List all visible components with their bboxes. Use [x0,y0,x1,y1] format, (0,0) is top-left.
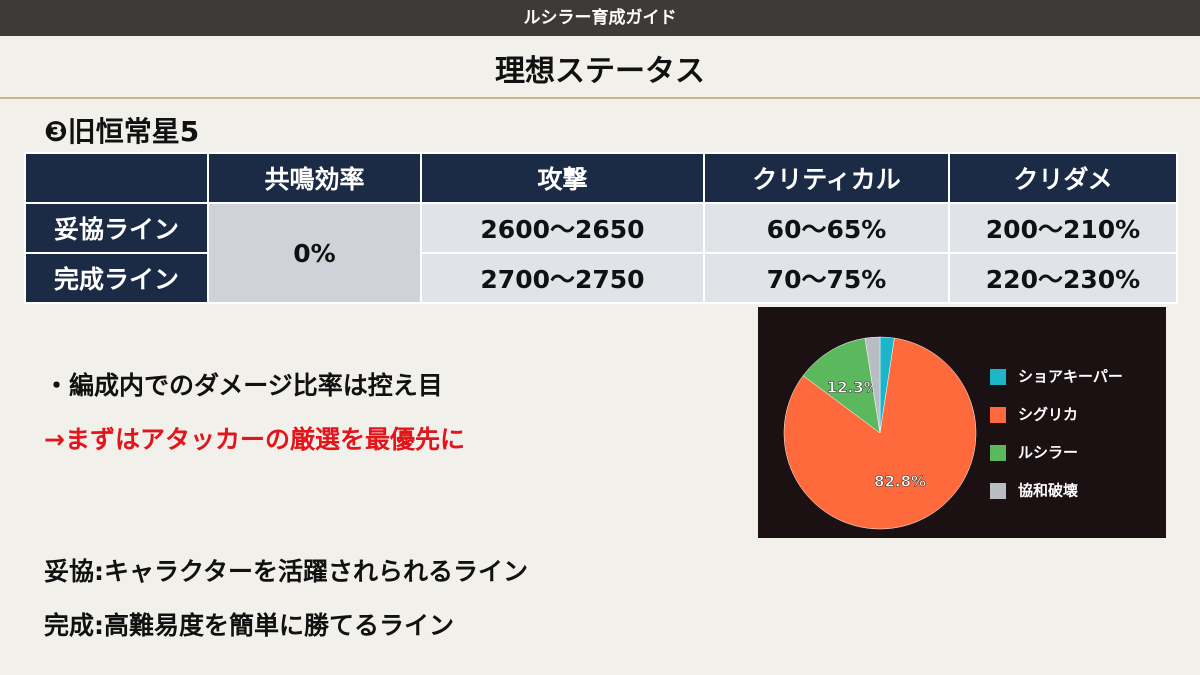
cell: 200～210% [948,202,1178,254]
status-table: 共鳴効率 攻撃 クリティカル クリダメ 妥協ライン 0% 2600～2650 6… [24,152,1178,304]
pie-slice [864,336,881,434]
cell: 2700～2750 [420,252,705,304]
banner: ルシラー育成ガイド [0,0,1200,36]
definition: 妥協:キャラクターを活躍されられるライン [44,557,528,586]
pie-slice [783,337,977,530]
legend-label: ルシラー [1018,444,1078,462]
cell: 60～65% [703,202,950,254]
legend-swatch [990,483,1006,499]
legend-label: ショアキーパー [1018,368,1123,386]
page-title: 理想ステータス [495,54,705,89]
legend-swatch [990,407,1006,423]
definition: 完成:高難易度を簡単に勝てるライン [44,611,454,640]
legend-label: シグリカ [1018,406,1078,424]
row-label: 完成ライン [24,252,209,304]
value-label: 82.8% [874,472,926,490]
divider [0,97,1200,99]
legend-label: 協和破壊 [1018,482,1078,500]
corner-cell [24,152,209,204]
column-header: 共鳴効率 [207,152,422,204]
column-header: クリダメ [948,152,1178,204]
cell: 2600～2650 [420,202,705,254]
cell: 70～75% [703,252,950,304]
merged-cell: 0% [207,202,422,304]
pie-slice [802,337,881,434]
legend-swatch [990,445,1006,461]
column-header: クリティカル [703,152,950,204]
value-label: 12.3% [827,378,879,396]
section-title: ❸旧恒常星5 [44,115,200,148]
column-header: 攻撃 [420,152,705,204]
cell: 220～230% [948,252,1178,304]
note: ・編成内でのダメージ比率は控え目 [44,371,443,400]
legend-swatch [990,369,1006,385]
row-label: 妥協ライン [24,202,209,254]
note: →まずはアタッカーの厳選を最優先に [44,425,465,454]
